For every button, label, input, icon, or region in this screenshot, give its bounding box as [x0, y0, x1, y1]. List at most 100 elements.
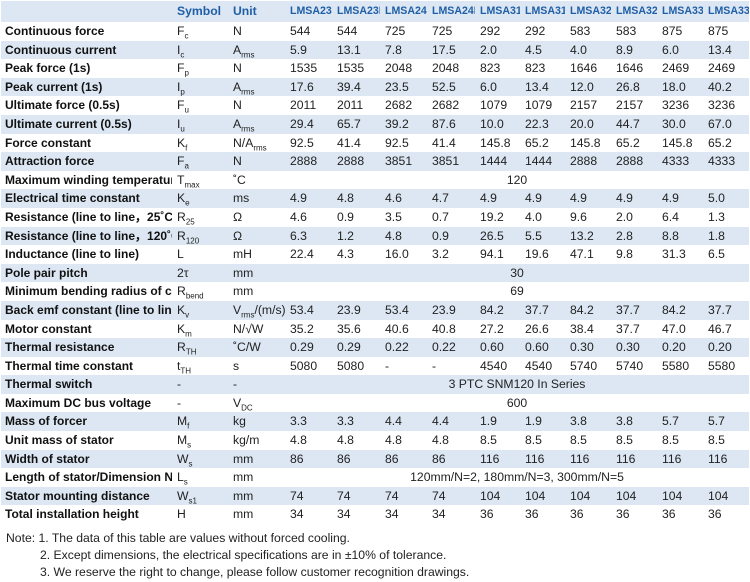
symbol-main: K	[177, 135, 186, 150]
merged-value-cell: 120	[285, 170, 749, 190]
value-cell: 34	[332, 505, 380, 525]
value-cell: 3.3	[285, 412, 332, 432]
value-cell: 583	[611, 22, 657, 41]
value-cell: 3236	[703, 96, 749, 115]
unit-main: ˚C	[233, 172, 246, 187]
header-symbol: Symbol	[172, 1, 228, 22]
parameter-name: Maximum winding temperature	[1, 170, 172, 190]
value-cell: 4.4	[427, 412, 475, 432]
value-cell: 5.9	[285, 40, 332, 60]
value-cell: 84.2	[565, 300, 611, 320]
value-cell: 26.6	[520, 319, 565, 339]
value-cell: 4333	[657, 152, 703, 171]
symbol-main: 2τ	[177, 265, 189, 280]
value-cell: 116	[703, 449, 749, 469]
value-cell: 38.4	[565, 319, 611, 339]
unit-cell: Ω	[228, 226, 285, 246]
value-cell: 5.5	[520, 226, 565, 246]
symbol-subscript: s	[183, 477, 188, 487]
value-cell: 0.9	[332, 207, 380, 227]
symbol-main: L	[177, 247, 184, 262]
unit-main: -	[233, 377, 238, 392]
value-cell: 37.7	[611, 300, 657, 320]
value-cell: 104	[520, 486, 565, 506]
symbol-cell: Kf	[172, 133, 228, 153]
value-cell: 52.5	[427, 77, 475, 97]
value-cell: 3851	[427, 152, 475, 171]
symbol-main: L	[177, 470, 184, 485]
value-cell: 30.0	[657, 114, 703, 134]
unit-subscript: DC	[241, 403, 253, 413]
merged-value-cell: 30	[285, 263, 749, 283]
table-row: Mass of forcer Mf kg 3.3 3.3 4.4 4.4 1.9 1.9 3.8 3…	[1, 412, 749, 432]
value-cell: 5080	[285, 356, 332, 376]
value-cell: 2157	[565, 96, 611, 115]
value-cell: 86	[427, 449, 475, 469]
value-cell: 13.2	[565, 226, 611, 246]
value-cell: 4.5	[520, 40, 565, 60]
value-cell: 84.2	[475, 300, 520, 320]
table-row: Maximum DC bus voltage - VDC 600	[1, 393, 749, 413]
symbol-main: M	[177, 414, 188, 429]
note-2: 2. Except dimensions, the electrical spe…	[40, 548, 447, 562]
value-cell: 875	[703, 22, 749, 41]
symbol-main: I	[177, 42, 181, 57]
header-model: LMSA32	[565, 1, 611, 22]
value-cell: 8.5	[657, 431, 703, 450]
unit-cell: ˚C	[228, 170, 285, 190]
value-cell: 2048	[427, 59, 475, 78]
value-cell: 34	[380, 505, 427, 525]
value-cell: 0.9	[427, 226, 475, 246]
parameter-name: Inductance (line to line)	[1, 245, 172, 264]
parameter-name: Continuous force	[1, 22, 172, 41]
value-cell: 2048	[380, 59, 427, 78]
unit-cell: mH	[228, 245, 285, 264]
value-cell: 6.3	[285, 226, 332, 246]
symbol-main: K	[177, 321, 186, 336]
unit-main: ˚C/W	[233, 340, 261, 355]
parameter-name: Motor constant	[1, 319, 172, 339]
value-cell: 2.8	[611, 226, 657, 246]
symbol-cell: Rbend	[172, 282, 228, 301]
symbol-main: I	[177, 79, 181, 94]
symbol-subscript: m	[185, 328, 192, 338]
unit-cell: Arms	[228, 114, 285, 134]
symbol-cell: tTH	[172, 356, 228, 376]
unit-cell: kg	[228, 412, 285, 432]
unit-main: A	[233, 116, 242, 131]
value-cell: 23.9	[427, 300, 475, 320]
symbol-subscript: p	[184, 68, 189, 78]
value-cell: 35.2	[285, 319, 332, 339]
parameter-name: Thermal switch	[1, 375, 172, 394]
value-cell: 18.0	[657, 77, 703, 97]
value-cell: 2888	[332, 152, 380, 171]
unit-cell: kg/m	[228, 431, 285, 450]
value-cell: 20.0	[565, 114, 611, 134]
symbol-cell: Ic	[172, 40, 228, 60]
value-cell: 823	[520, 59, 565, 78]
symbol-cell: Fp	[172, 59, 228, 78]
symbol-cell: Ip	[172, 77, 228, 97]
symbol-subscript: c	[180, 50, 185, 60]
symbol-cell: Km	[172, 319, 228, 339]
value-cell: 16.0	[380, 245, 427, 264]
value-cell: 116	[520, 449, 565, 469]
symbol-main: F	[177, 154, 185, 169]
symbol-cell: H	[172, 505, 228, 525]
symbol-subscript: v	[185, 310, 190, 320]
symbol-cell: Iu	[172, 114, 228, 134]
value-cell: 84.2	[657, 300, 703, 320]
value-cell: 0.30	[565, 338, 611, 357]
unit-main: mm	[233, 470, 254, 485]
value-cell: 53.4	[380, 300, 427, 320]
value-cell: 47.1	[565, 245, 611, 264]
symbol-cell: Ms	[172, 431, 228, 450]
unit-main: V	[233, 395, 242, 410]
table-header-row: Symbol Unit LMSA23LMSA23LLMSA24LMSA24LLM…	[1, 1, 749, 22]
table-row: Ultimate current (0.5s) Iu Arms 29.4 65.7 39.…	[1, 114, 749, 134]
parameter-name: Thermal time constant	[1, 356, 172, 376]
value-cell: 47.0	[657, 319, 703, 339]
value-cell: 37.7	[520, 300, 565, 320]
